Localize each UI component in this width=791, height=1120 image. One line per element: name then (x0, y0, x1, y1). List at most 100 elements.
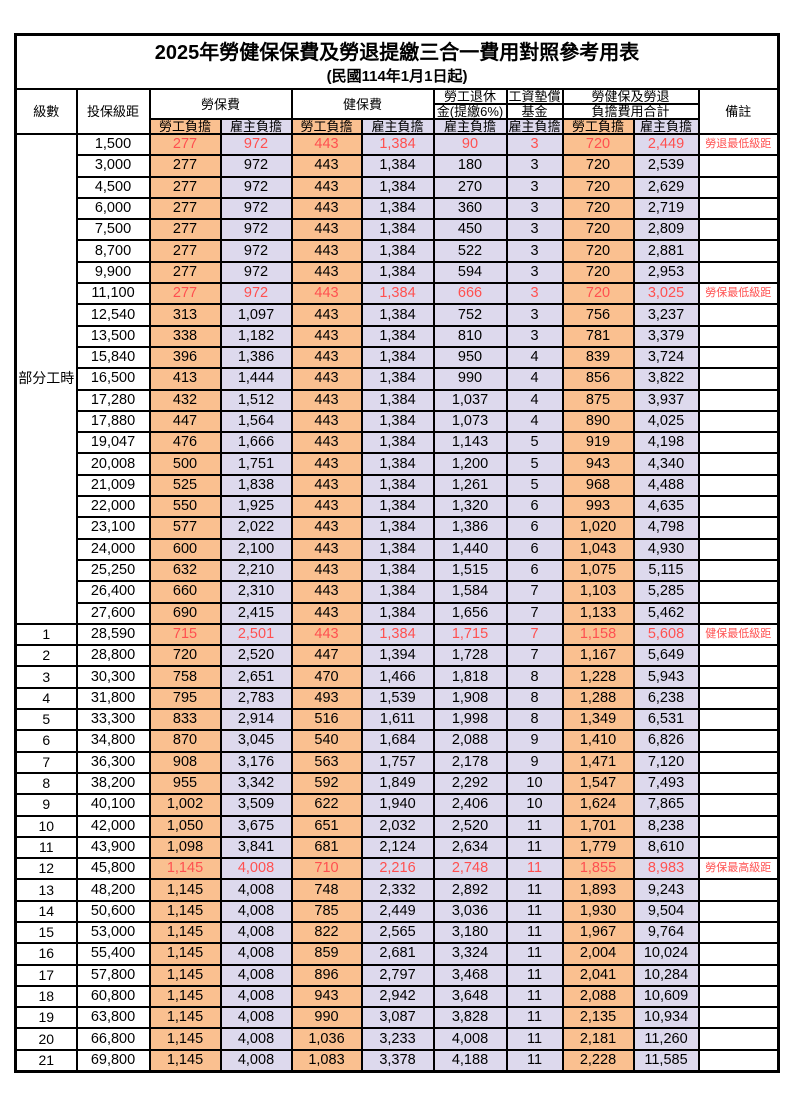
bracket-cell: 20,008 (75, 452, 151, 476)
subheader-pension-employer: 雇主負擔 (432, 118, 508, 135)
table-row: 11 43,900 1,098 3,841 681 2,124 2,634 11 1,779 8,… (14, 835, 780, 860)
table-row: 3 30,300 758 2,651 470 1,466 1,818 8 1,228 5,943 (14, 665, 780, 689)
note-cell (697, 835, 780, 860)
total-employee-fee-cell: 1,228 (561, 665, 635, 689)
labor-employee-fee-cell: 500 (148, 452, 222, 476)
total-employee-fee-cell: 1,410 (561, 729, 635, 753)
health-employer-fee-cell: 1,384 (360, 580, 435, 604)
total-employer-fee-cell: 3,822 (632, 367, 700, 391)
labor-employer-fee-cell: 972 (219, 175, 293, 199)
wage-fund-employer-fee-cell: 11 (505, 984, 564, 1009)
pension-employer-fee-cell: 1,320 (432, 495, 508, 519)
pension-employer-fee-cell: 594 (432, 260, 508, 285)
health-employer-fee-cell: 2,681 (360, 942, 435, 966)
health-employer-fee-cell: 1,539 (360, 686, 435, 711)
total-employee-fee-cell: 720 (561, 218, 635, 242)
health-employee-fee-cell: 822 (290, 920, 363, 945)
labor-employer-fee-cell: 3,675 (219, 814, 293, 838)
bracket-cell: 19,047 (75, 431, 151, 455)
health-employer-fee-cell: 1,384 (360, 132, 435, 157)
health-employee-fee-cell: 651 (290, 814, 363, 838)
pension-employer-fee-cell: 1,073 (432, 409, 508, 434)
bracket-cell: 16,500 (75, 367, 151, 391)
level-cell: 14 (14, 899, 78, 923)
health-employer-fee-cell: 2,565 (360, 920, 435, 945)
table-row: 6 34,800 870 3,045 540 1,684 2,088 9 1,410 6,826 (14, 729, 780, 753)
col-header-bracket: 投保級距 (75, 88, 151, 135)
table-body: 部分工時 1,500 277 972 443 1,384 90 3 720 2,449 勞退最低級距… (14, 132, 780, 1073)
wage-fund-employer-fee-cell: 11 (505, 1006, 564, 1030)
health-employer-fee-cell: 1,394 (360, 644, 435, 668)
bracket-cell: 33,300 (75, 708, 151, 732)
health-employer-fee-cell: 1,384 (360, 154, 435, 178)
wage-fund-employer-fee-cell: 11 (505, 963, 564, 987)
table-row: 12,540 313 1,097 443 1,384 752 3 756 3,237 (16, 303, 780, 327)
note-cell (697, 686, 780, 711)
total-employer-fee-cell: 4,198 (632, 431, 700, 455)
health-employer-fee-cell: 1,384 (360, 196, 435, 221)
health-employee-fee-cell: 443 (290, 622, 363, 647)
wage-fund-employer-fee-cell: 3 (505, 303, 564, 327)
pension-employer-fee-cell: 1,515 (432, 558, 508, 583)
level-cell: 4 (14, 686, 78, 711)
total-employee-fee-cell: 1,624 (561, 793, 635, 817)
health-employee-fee-cell: 443 (290, 218, 363, 242)
note-cell: 勞保最高級距 (697, 857, 780, 881)
health-employer-fee-cell: 3,087 (360, 1006, 435, 1030)
labor-employee-fee-cell: 1,098 (148, 835, 222, 860)
bracket-cell: 69,800 (75, 1048, 151, 1073)
bracket-cell: 8,700 (75, 239, 151, 263)
note-cell (697, 814, 780, 838)
table-row: 23,100 577 2,022 443 1,384 1,386 6 1,020 4,798 (16, 516, 780, 540)
table-row: 20,008 500 1,751 443 1,384 1,200 5 943 4,340 (16, 452, 780, 476)
bracket-cell: 3,000 (75, 154, 151, 178)
labor-employee-fee-cell: 1,050 (148, 814, 222, 838)
total-employee-fee-cell: 781 (561, 324, 635, 348)
labor-employee-fee-cell: 690 (148, 601, 222, 625)
health-employee-fee-cell: 443 (290, 132, 363, 157)
total-employer-fee-cell: 5,608 (632, 622, 700, 647)
note-cell (697, 473, 780, 498)
table-row: 17,280 432 1,512 443 1,384 1,037 4 875 3,937 (16, 388, 780, 412)
health-employer-fee-cell: 1,384 (360, 260, 435, 285)
total-employee-fee-cell: 943 (561, 452, 635, 476)
note-cell (697, 665, 780, 689)
total-employee-fee-cell: 2,228 (561, 1048, 635, 1073)
note-cell (697, 218, 780, 242)
subheader-labor-employer: 雇主負擔 (219, 118, 293, 135)
subheader-total-employer: 雇主負擔 (632, 118, 700, 135)
health-employer-fee-cell: 1,757 (360, 750, 435, 774)
labor-employee-fee-cell: 313 (148, 303, 222, 327)
health-employee-fee-cell: 710 (290, 857, 363, 881)
bracket-cell: 15,840 (75, 345, 151, 370)
bracket-cell: 48,200 (75, 878, 151, 902)
total-employee-fee-cell: 756 (561, 303, 635, 327)
wage-fund-employer-fee-cell: 8 (505, 708, 564, 732)
note-cell: 勞退最低級距 (697, 132, 780, 157)
health-employee-fee-cell: 443 (290, 473, 363, 498)
labor-employee-fee-cell: 338 (148, 324, 222, 348)
title-cell: 2025年勞健保保費及勞退提繳三合一費用對照參考用表 (民國114年1月1日起) (14, 33, 780, 90)
labor-employee-fee-cell: 955 (148, 771, 222, 796)
table-row: 25,250 632 2,210 443 1,384 1,515 6 1,075 5,115 (16, 558, 780, 583)
health-employee-fee-cell: 622 (290, 793, 363, 817)
table-row: 7,500 277 972 443 1,384 450 3 720 2,809 (16, 218, 780, 242)
total-employee-fee-cell: 1,133 (561, 601, 635, 625)
total-employee-fee-cell: 720 (561, 239, 635, 263)
pension-employer-fee-cell: 522 (432, 239, 508, 263)
total-employer-fee-cell: 5,462 (632, 601, 700, 625)
labor-employee-fee-cell: 432 (148, 388, 222, 412)
note-cell (697, 942, 780, 966)
health-employee-fee-cell: 681 (290, 835, 363, 860)
note-cell (697, 196, 780, 221)
wage-fund-employer-fee-cell: 4 (505, 367, 564, 391)
bracket-cell: 38,200 (75, 771, 151, 796)
labor-employee-fee-cell: 1,145 (148, 942, 222, 966)
total-employee-fee-cell: 2,135 (561, 1006, 635, 1030)
total-employer-fee-cell: 10,284 (632, 963, 700, 987)
total-employee-fee-cell: 1,779 (561, 835, 635, 860)
labor-employer-fee-cell: 4,008 (219, 878, 293, 902)
total-employee-fee-cell: 1,103 (561, 580, 635, 604)
pension-employer-fee-cell: 450 (432, 218, 508, 242)
level-cell: 13 (14, 878, 78, 902)
